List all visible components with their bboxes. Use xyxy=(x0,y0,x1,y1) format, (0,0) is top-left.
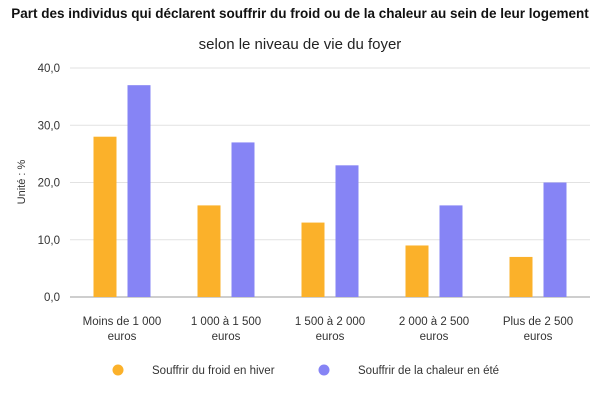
bar-chaleur xyxy=(439,205,463,297)
x-category-label: 1 500 à 2 000 euros xyxy=(295,316,365,343)
bar-chaleur xyxy=(127,85,151,297)
x-category-label: 1 000 à 1 500 euros xyxy=(191,316,261,343)
y-tick-label: 0,0 xyxy=(44,292,60,304)
x-category-label: 2 000 à 2 500 euros xyxy=(399,316,469,343)
grid-lines xyxy=(70,67,590,298)
chart-title: Part des individus qui déclarent souffri… xyxy=(11,6,589,21)
x-axis-categories: Moins de 1 000 euros 1 000 à 1 500 euros 1 5… xyxy=(83,316,573,343)
bar-froid xyxy=(301,222,325,297)
y-tick-label: 20,0 xyxy=(38,178,60,190)
bar-froid xyxy=(405,245,429,297)
bars xyxy=(93,85,567,297)
y-axis-title: Unité : % xyxy=(16,159,28,204)
legend-marker xyxy=(112,364,124,376)
bar-froid xyxy=(93,136,117,297)
bar-chaleur xyxy=(543,182,567,297)
legend: Souffrir du froid en hiver Souffrir de la… xyxy=(112,364,499,377)
bar-froid xyxy=(197,205,221,297)
legend-label: Souffrir de la chaleur en été xyxy=(358,365,499,377)
legend-item: Souffrir de la chaleur en été xyxy=(318,364,499,377)
x-category-label: Plus de 2 500 euros xyxy=(503,316,573,343)
chart-subtitle: selon le niveau de vie du foyer xyxy=(198,36,402,53)
bar-chaleur xyxy=(231,142,255,297)
y-tick-label: 30,0 xyxy=(38,120,60,132)
y-axis-ticks: 0,0 10,0 20,0 30,0 40,0 xyxy=(38,63,60,304)
bar-chaleur xyxy=(335,165,359,297)
y-tick-label: 10,0 xyxy=(38,235,60,247)
bar-froid xyxy=(509,256,533,297)
x-category-label: Moins de 1 000 euros xyxy=(83,316,162,343)
y-tick-label: 40,0 xyxy=(38,63,60,75)
legend-label: Souffrir du froid en hiver xyxy=(152,365,275,377)
legend-item: Souffrir du froid en hiver xyxy=(112,364,275,377)
legend-marker xyxy=(318,364,330,376)
